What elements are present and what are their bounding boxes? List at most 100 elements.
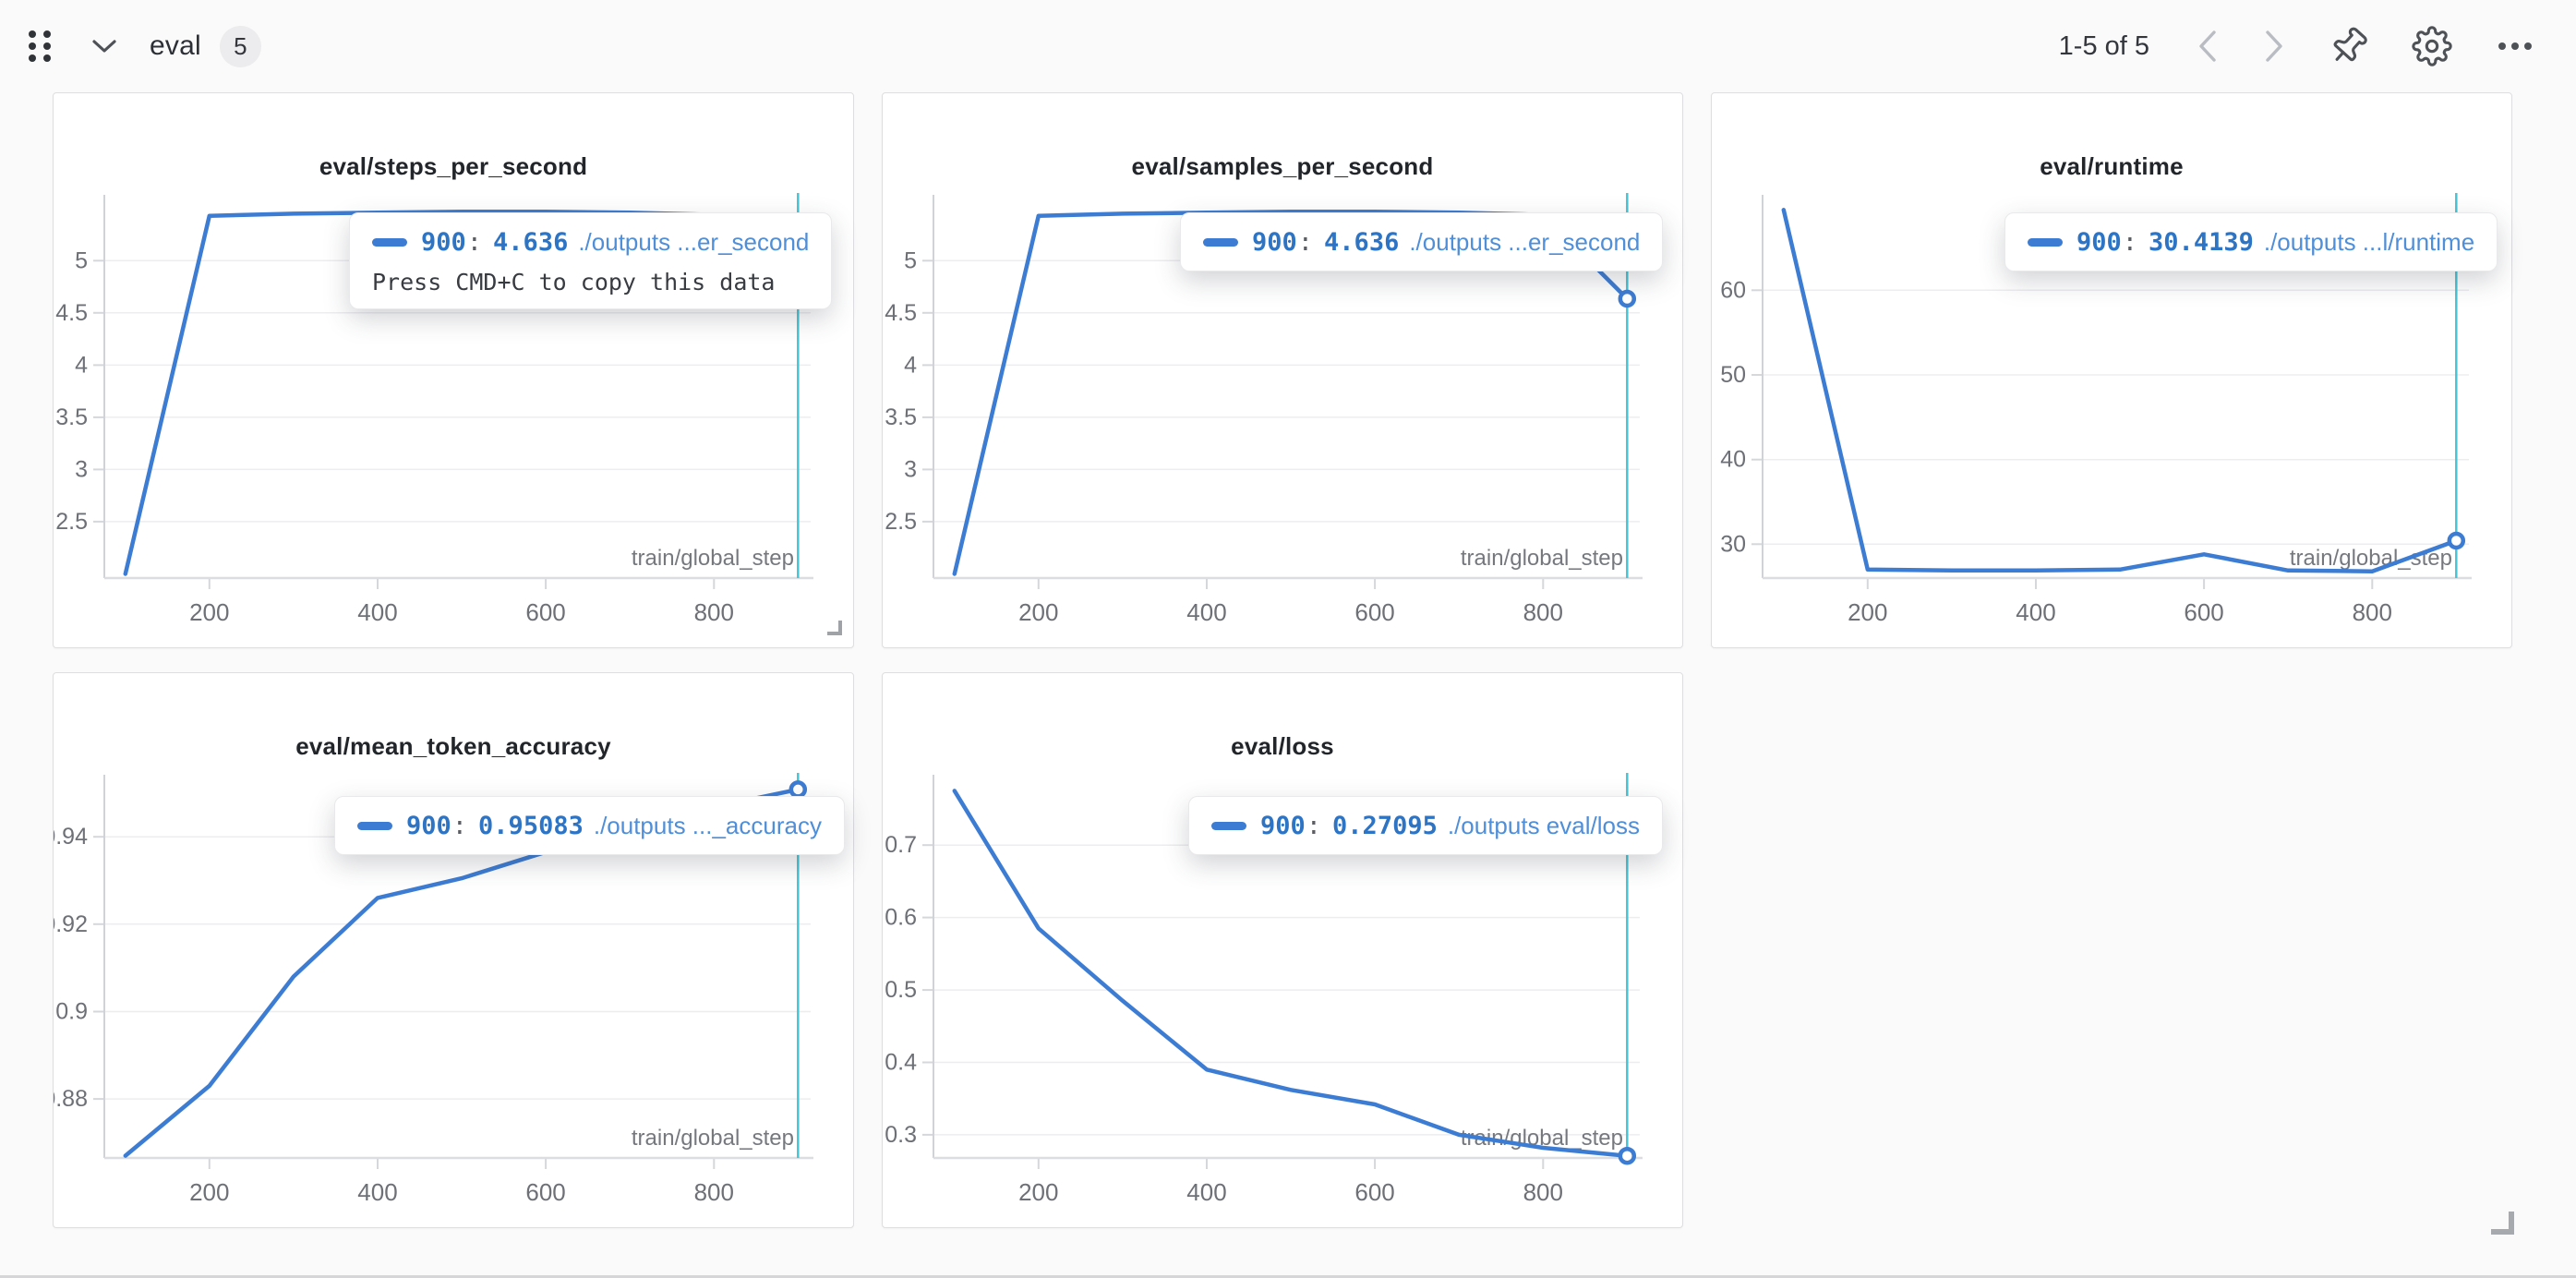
section-header-right: 1-5 of 5	[2059, 26, 2535, 66]
resize-handle-icon[interactable]	[825, 619, 842, 640]
svg-text:200: 200	[1848, 598, 1887, 626]
svg-text:30: 30	[1720, 531, 1746, 557]
svg-text:400: 400	[1186, 1178, 1226, 1206]
tooltip-row: 900 : 4.636 ./outputs ...er_second	[1203, 225, 1640, 259]
svg-text:3.5: 3.5	[55, 404, 88, 430]
tooltip-run-name: ./outputs ...er_second	[578, 227, 810, 256]
svg-text:800: 800	[2353, 598, 2392, 626]
svg-text:4: 4	[75, 352, 88, 378]
gear-icon[interactable]	[2412, 26, 2452, 66]
chart-tooltip: 900 : 0.95083 ./outputs ..._accuracy	[334, 796, 845, 855]
chart-tooltip: 900 : 4.636 ./outputs ...er_second	[1180, 212, 1664, 271]
panel-eval-steps-per-second: eval/steps_per_second 2.5 3 3.5 4 4.5 5 200 400…	[53, 92, 854, 648]
chart-tooltip: 900 : 4.636 ./outputs ...er_second Press…	[349, 212, 833, 309]
svg-text:400: 400	[2016, 598, 2055, 626]
pin-icon[interactable]	[2329, 26, 2369, 66]
chart-title: eval/steps_per_second	[319, 152, 588, 180]
tooltip-step: 900	[2076, 227, 2122, 257]
section-resize-handle-icon[interactable]	[2487, 1208, 2515, 1240]
overflow-menu-icon[interactable]	[2495, 39, 2535, 54]
svg-text:0.94: 0.94	[54, 824, 88, 850]
section-divider	[0, 1275, 2576, 1278]
prev-page-button[interactable]	[2196, 29, 2220, 64]
svg-text:600: 600	[525, 1178, 565, 1206]
svg-text:0.92: 0.92	[54, 911, 88, 937]
tooltip-value: 30.4139	[2149, 227, 2254, 257]
svg-text:50: 50	[1720, 362, 1746, 388]
svg-text:600: 600	[1354, 598, 1394, 626]
tooltip-row: 900 : 30.4139 ./outputs ...l/runtime	[2028, 225, 2474, 259]
panel-eval-runtime: eval/runtime 30 40 50 60 200 400 600 800 train/g…	[1711, 92, 2512, 648]
chart-title: eval/samples_per_second	[1131, 152, 1434, 180]
svg-text:400: 400	[357, 598, 397, 626]
svg-text:3: 3	[75, 456, 88, 482]
svg-text:0.88: 0.88	[54, 1086, 88, 1112]
tooltip-step: 900	[406, 811, 451, 840]
series-swatch	[372, 237, 407, 247]
svg-text:2.5: 2.5	[55, 509, 88, 535]
tooltip-separator: :	[1297, 227, 1314, 257]
tooltip-separator: :	[451, 811, 468, 840]
tooltip-separator: :	[1306, 811, 1322, 840]
svg-text:5: 5	[904, 247, 917, 273]
svg-text:0.3: 0.3	[885, 1122, 917, 1148]
tooltip-run-name: ./outputs ...er_second	[1409, 227, 1641, 256]
series-swatch	[1211, 821, 1246, 830]
svg-text:0.9: 0.9	[55, 999, 88, 1025]
svg-text:train/global_step: train/global_step	[1461, 546, 1623, 571]
chart-title: eval/loss	[1231, 732, 1334, 760]
chart-title: eval/runtime	[2040, 152, 2184, 180]
line-chart[interactable]: 2.5 3 3.5 4 4.5 5 200 400 600 800 train/global_ste…	[883, 93, 1682, 647]
svg-text:4: 4	[904, 352, 917, 378]
svg-text:4.5: 4.5	[885, 300, 917, 326]
series-swatch	[357, 821, 392, 830]
svg-text:3.5: 3.5	[885, 404, 917, 430]
tooltip-separator: :	[466, 227, 483, 257]
svg-text:0.7: 0.7	[885, 832, 917, 858]
chart-tooltip: 900 : 0.27095 ./outputs eval/loss	[1188, 796, 1663, 855]
section-header: eval 5 1-5 of 5	[0, 0, 2576, 92]
tooltip-value: 4.636	[493, 227, 569, 257]
svg-text:0.5: 0.5	[885, 977, 917, 1003]
tooltip-row: 900 : 4.636 ./outputs ...er_second	[372, 225, 809, 259]
svg-text:train/global_step: train/global_step	[632, 1126, 794, 1151]
svg-text:0.6: 0.6	[885, 905, 917, 931]
svg-text:5: 5	[75, 247, 88, 273]
svg-text:600: 600	[2184, 598, 2223, 626]
svg-text:800: 800	[694, 1178, 734, 1206]
line-chart[interactable]: 2.5 3 3.5 4 4.5 5 200 400 600 800 train/global_ste…	[54, 93, 853, 647]
series-swatch	[1203, 237, 1238, 247]
svg-text:800: 800	[1523, 1178, 1563, 1206]
svg-text:200: 200	[1018, 1178, 1058, 1206]
svg-text:600: 600	[1354, 1178, 1394, 1206]
tooltip-value: 0.95083	[478, 811, 584, 840]
drag-handle-icon[interactable]	[24, 28, 55, 65]
svg-text:4.5: 4.5	[55, 300, 88, 326]
next-page-button[interactable]	[2262, 29, 2286, 64]
panel-eval-loss: eval/loss 0.3 0.4 0.5 0.6 0.7 200 400 600 800 tra…	[882, 672, 1683, 1228]
chart-tooltip: 900 : 30.4139 ./outputs ...l/runtime	[2004, 212, 2498, 271]
tooltip-run-name: ./outputs eval/loss	[1447, 811, 1640, 839]
line-chart[interactable]: 0.88 0.9 0.92 0.94 200 400 600 800 train/global_…	[54, 673, 853, 1227]
svg-text:400: 400	[1186, 598, 1226, 626]
svg-text:train/global_step: train/global_step	[632, 546, 794, 571]
svg-text:800: 800	[694, 598, 734, 626]
panel-eval-mean-token-accuracy: eval/mean_token_accuracy 0.88 0.9 0.92 0.94…	[53, 672, 854, 1228]
series-swatch	[2028, 237, 2063, 247]
svg-text:400: 400	[357, 1178, 397, 1206]
svg-text:3: 3	[904, 456, 917, 482]
svg-text:600: 600	[525, 598, 565, 626]
tooltip-copy-hint: Press CMD+C to copy this data	[372, 268, 776, 295]
tooltip-value: 0.27095	[1332, 811, 1438, 840]
tooltip-run-name: ./outputs ...l/runtime	[2263, 227, 2475, 256]
chart-title: eval/mean_token_accuracy	[295, 732, 611, 760]
chevron-down-icon[interactable]	[90, 37, 118, 55]
svg-text:200: 200	[189, 598, 229, 626]
tooltip-value: 4.636	[1324, 227, 1400, 257]
svg-text:200: 200	[1018, 598, 1058, 626]
tooltip-step: 900	[1260, 811, 1306, 840]
svg-text:2.5: 2.5	[885, 509, 917, 535]
